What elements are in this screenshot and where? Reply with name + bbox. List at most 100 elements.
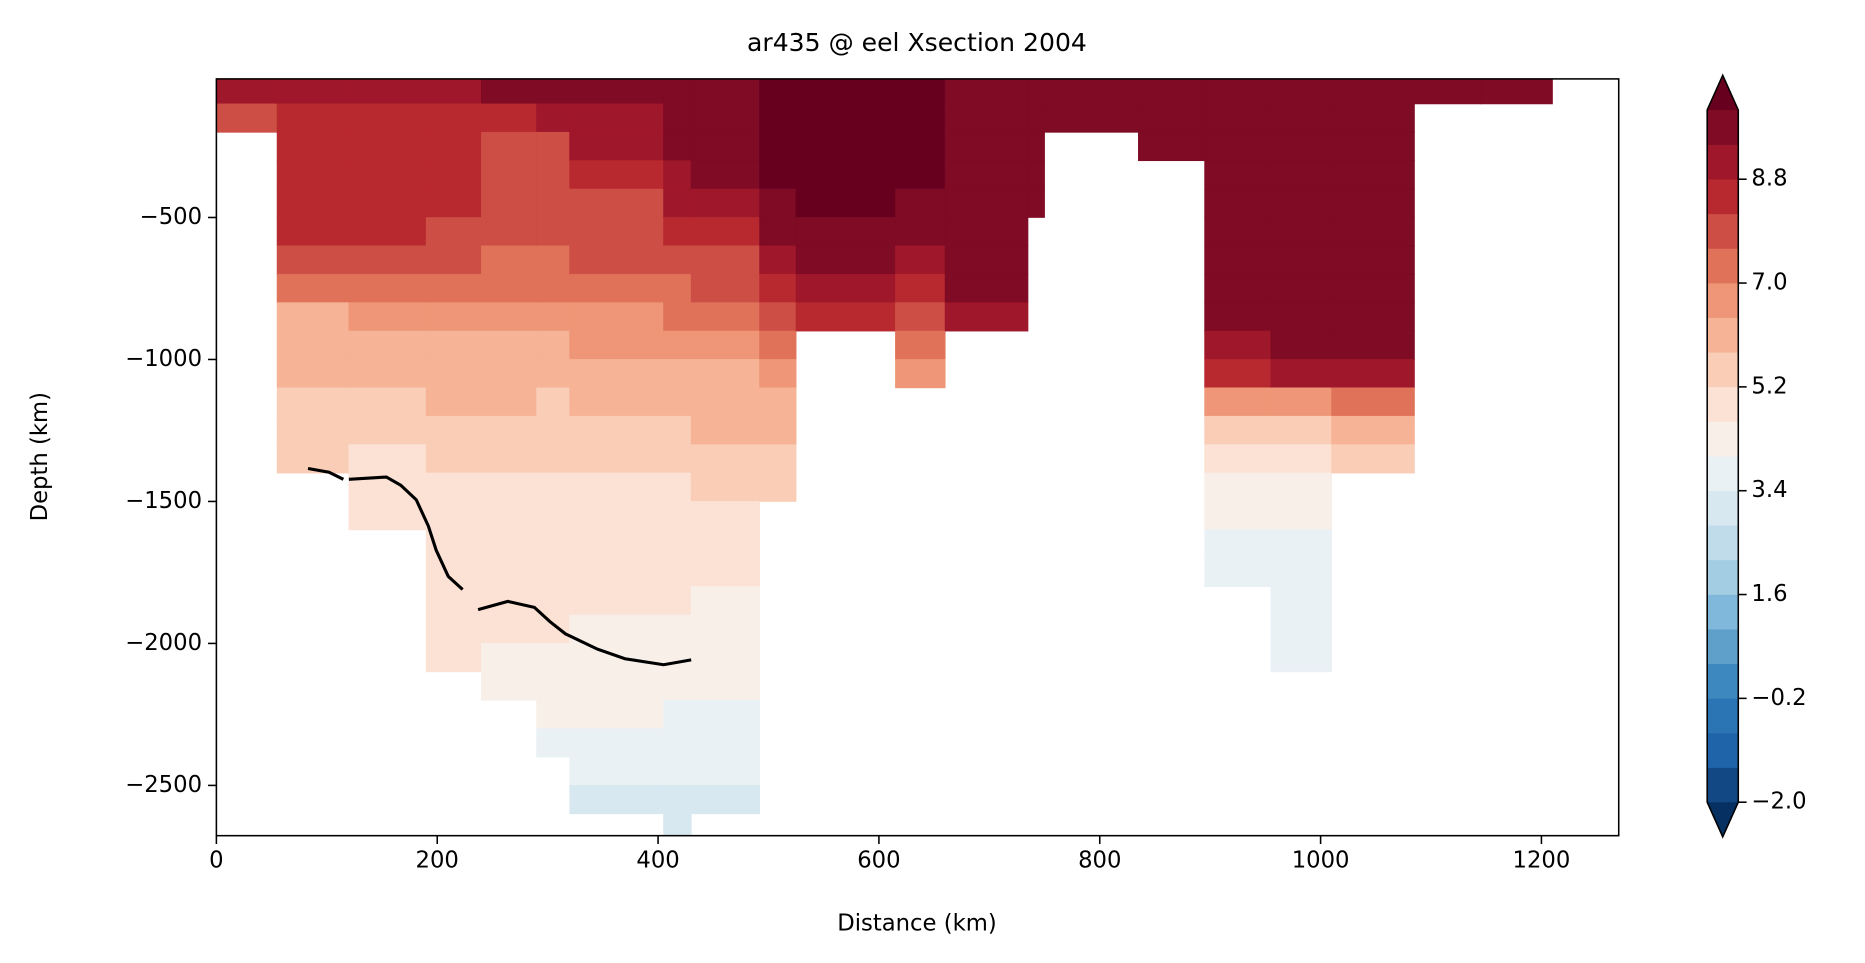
contour-cell	[1331, 245, 1415, 275]
colorbar-tick-label: −0.2	[1751, 685, 1806, 711]
contour-cell	[690, 160, 761, 190]
contour-cell	[536, 188, 571, 218]
contour-cell	[663, 444, 692, 474]
contour-cell	[1204, 330, 1272, 360]
contour-cell	[759, 78, 797, 105]
colorbar-band	[1706, 559, 1739, 595]
contour-cell	[1331, 273, 1415, 304]
contour-cell	[1204, 415, 1272, 446]
contour-cell	[1044, 78, 1139, 105]
colorbar-band	[1706, 178, 1739, 215]
contour-cell	[348, 103, 427, 133]
contour-cell	[1204, 302, 1272, 332]
contour-cell	[481, 643, 537, 673]
contour-cell	[536, 415, 571, 446]
contour-cell	[276, 78, 350, 105]
contour-cell	[569, 245, 664, 275]
contour-cell	[481, 160, 537, 190]
contour-cell	[663, 813, 692, 836]
colorbar-tick-label: 3.4	[1751, 477, 1787, 503]
colorbar-band	[1706, 490, 1739, 526]
contour-cell	[481, 359, 537, 389]
contour-cell	[795, 131, 896, 162]
contour-cell	[481, 188, 537, 218]
contour-cell	[895, 302, 946, 332]
contour-cell	[1044, 103, 1139, 133]
contour-cell	[795, 160, 896, 190]
contour-cell	[481, 529, 537, 559]
contour-cell	[1414, 78, 1482, 105]
contour-cell	[536, 78, 571, 105]
contour-cell	[759, 444, 797, 474]
contour-cell	[1331, 217, 1415, 247]
contour-field	[216, 78, 1553, 836]
contour-cell	[1331, 188, 1415, 218]
colorbar-band	[1706, 317, 1739, 353]
contour-cell	[425, 131, 482, 162]
contour-cell	[690, 245, 761, 275]
contour-cell	[1027, 160, 1045, 190]
contour-cell	[425, 273, 482, 304]
contour-cell	[663, 302, 692, 332]
contour-cell	[425, 217, 482, 247]
contour-cell	[663, 614, 692, 644]
contour-cell	[1027, 103, 1045, 133]
contour-cell	[425, 188, 482, 218]
contour-cell	[690, 415, 761, 446]
contour-cell	[1270, 557, 1332, 587]
contour-cell	[1331, 444, 1415, 474]
contour-cell	[425, 245, 482, 275]
contour-cell	[895, 330, 946, 360]
x-tick-label: 800	[1078, 847, 1121, 873]
contour-cell	[276, 273, 350, 304]
colorbar-band	[1706, 282, 1739, 318]
contour-cell	[569, 643, 664, 673]
contour-cell	[690, 756, 761, 786]
contour-line	[307, 466, 692, 667]
contour-cell	[1204, 78, 1272, 105]
contour-cell	[1027, 131, 1045, 162]
contour-cell	[1204, 501, 1272, 531]
contour-cell	[895, 245, 946, 275]
contour-cell	[569, 188, 664, 218]
contour-cell	[795, 302, 896, 332]
contour-cell	[1331, 103, 1415, 133]
contour-cell	[663, 472, 692, 502]
contour-cell	[536, 529, 571, 559]
contour-cell	[690, 78, 761, 105]
contour-cell	[425, 501, 482, 531]
contour-cell	[759, 387, 797, 417]
contour-cell	[425, 472, 482, 502]
contour-cell	[1270, 501, 1332, 531]
contour-cell	[348, 359, 427, 389]
contour-cell	[895, 131, 946, 162]
contour-cell	[759, 302, 797, 332]
contour-cell	[1270, 614, 1332, 644]
contour-cell	[1027, 188, 1045, 218]
contour-cell	[795, 273, 896, 304]
contour-cell	[276, 387, 350, 417]
x-tick-label: 400	[636, 847, 679, 873]
contour-cell	[536, 671, 571, 701]
contour-cell	[481, 217, 537, 247]
contour-cell	[944, 302, 1029, 332]
contour-cell	[536, 643, 571, 673]
contour-cell	[425, 103, 482, 133]
contour-cell	[536, 103, 571, 133]
contour-cell	[569, 160, 664, 190]
y-axis-label: Depth (km)	[27, 392, 53, 521]
contour-cell	[481, 103, 537, 133]
contour-cell	[481, 387, 537, 417]
colorbar-band	[1706, 732, 1739, 768]
contour-cell	[1331, 160, 1415, 190]
contour-cell	[690, 131, 761, 162]
contour-cell	[895, 217, 946, 247]
colorbar-tick-label: 7.0	[1751, 270, 1787, 296]
contour-cell	[663, 785, 692, 815]
contour-cell	[216, 103, 278, 133]
colorbar-extend-over	[1707, 75, 1739, 110]
x-tick-label: 600	[857, 847, 900, 873]
contour-cell	[690, 586, 761, 616]
colorbar-band	[1706, 628, 1739, 665]
contour-cell	[690, 557, 761, 587]
